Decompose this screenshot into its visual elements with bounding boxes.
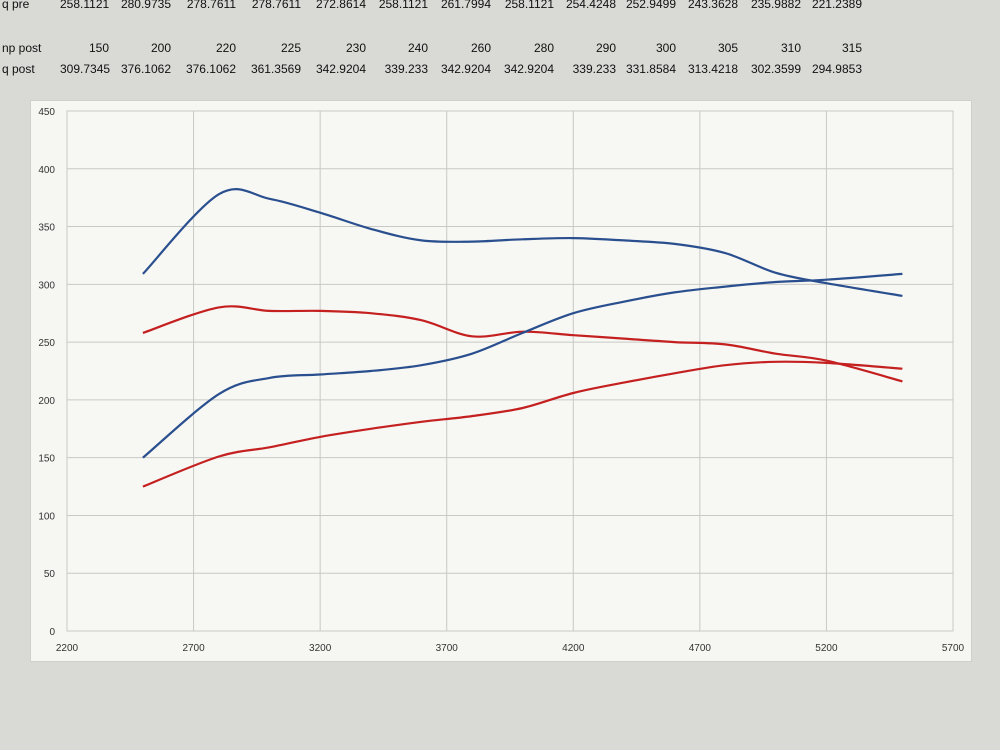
y-tick-label: 50 bbox=[44, 569, 56, 580]
table-cell[interactable]: 342.9204 bbox=[440, 62, 491, 76]
table-row: np post 150 200 220 225 230 240 260 280 290 300 305… bbox=[0, 38, 1000, 59]
y-tick-label: 250 bbox=[38, 338, 55, 349]
x-tick-label: 2200 bbox=[56, 643, 79, 654]
table-cell[interactable]: 361.3569 bbox=[250, 62, 301, 76]
table-cell[interactable]: 225 bbox=[280, 41, 301, 55]
table-cell[interactable]: 342.9204 bbox=[503, 62, 554, 76]
table-cell[interactable] bbox=[305, 16, 370, 37]
table-cell[interactable]: 376.1062 bbox=[185, 62, 236, 76]
table-cell[interactable]: 310 bbox=[780, 41, 801, 55]
table-cell[interactable]: 221.2389 bbox=[811, 0, 862, 11]
x-tick-label: 4700 bbox=[689, 643, 712, 654]
table-cell[interactable]: 280.9735 bbox=[120, 0, 171, 11]
row-label[interactable]: q pre bbox=[2, 0, 30, 11]
y-tick-label: 0 bbox=[49, 627, 55, 638]
table-cell[interactable]: 339.233 bbox=[572, 62, 616, 76]
table-cell[interactable] bbox=[370, 16, 432, 37]
table-cell[interactable] bbox=[680, 16, 742, 37]
y-tick-label: 400 bbox=[38, 165, 55, 176]
table-cell[interactable]: 309.7345 bbox=[60, 62, 111, 76]
table-cell[interactable] bbox=[240, 16, 305, 37]
table-row bbox=[0, 16, 1000, 37]
table-cell[interactable]: 258.1121 bbox=[378, 0, 428, 11]
table-cell[interactable]: 313.4218 bbox=[687, 62, 738, 76]
table-cell[interactable]: 290 bbox=[595, 41, 616, 55]
table-cell[interactable]: 252.9499 bbox=[625, 0, 676, 11]
x-tick-label: 5700 bbox=[942, 643, 965, 654]
y-tick-label: 100 bbox=[38, 511, 55, 522]
table-cell[interactable] bbox=[558, 16, 620, 37]
plot-area bbox=[66, 110, 954, 632]
table-cell[interactable]: 230 bbox=[345, 41, 366, 55]
table-cell[interactable]: 305 bbox=[717, 41, 738, 55]
table-cell[interactable]: 258.1121 bbox=[60, 0, 110, 11]
table-cell[interactable] bbox=[432, 16, 495, 37]
table-cell[interactable]: 254.4248 bbox=[565, 0, 616, 11]
table-cell[interactable] bbox=[175, 16, 240, 37]
table-cell[interactable]: 315 bbox=[841, 41, 862, 55]
x-tick-label: 5200 bbox=[815, 643, 838, 654]
x-tick-label: 3700 bbox=[436, 643, 459, 654]
series-line-3 bbox=[142, 272, 903, 459]
x-tick-label: 3200 bbox=[309, 643, 332, 654]
table-cell[interactable]: 342.9204 bbox=[315, 62, 366, 76]
table-cell[interactable]: 240 bbox=[407, 41, 428, 55]
table-cell[interactable]: 339.233 bbox=[384, 62, 428, 76]
y-tick-label: 450 bbox=[38, 107, 55, 118]
chart-area[interactable]: 0 50 100 150 200 250 300 350 400 450 2200 2700 3200 3… bbox=[30, 100, 972, 662]
table-cell[interactable]: 235.9882 bbox=[750, 0, 801, 11]
table-cell[interactable]: 302.3599 bbox=[750, 62, 801, 76]
x-tick-label: 2700 bbox=[182, 643, 205, 654]
table-row: q pre 258.1121 280.9735 278.7611 278.7611 272… bbox=[0, 0, 1000, 15]
row-label[interactable] bbox=[0, 16, 60, 37]
y-tick-label: 150 bbox=[38, 454, 55, 465]
series-line-4 bbox=[142, 360, 903, 488]
table-cell[interactable]: 261.7994 bbox=[440, 0, 491, 11]
series-line-2 bbox=[142, 305, 903, 383]
table-cell[interactable] bbox=[495, 16, 558, 37]
table-row: q post 309.7345 376.1062 376.1062 361.3569 34… bbox=[0, 59, 1000, 80]
row-label[interactable]: q post bbox=[2, 62, 35, 76]
table-cell[interactable]: 278.7611 bbox=[186, 0, 236, 11]
table-cell[interactable]: 376.1062 bbox=[120, 62, 171, 76]
table-cell[interactable]: 294.9853 bbox=[811, 62, 862, 76]
table-cell[interactable]: 243.3628 bbox=[687, 0, 738, 11]
table-cell[interactable]: 300 bbox=[655, 41, 676, 55]
table-cell[interactable] bbox=[805, 16, 866, 37]
table-cell[interactable]: 220 bbox=[215, 41, 236, 55]
table-cell[interactable] bbox=[113, 16, 175, 37]
table-cell[interactable] bbox=[742, 16, 805, 37]
table-cell[interactable]: 258.1121 bbox=[504, 0, 554, 11]
x-tick-label: 4200 bbox=[562, 643, 585, 654]
y-tick-label: 350 bbox=[38, 223, 55, 234]
table-cell[interactable]: 280 bbox=[533, 41, 554, 55]
table-cell[interactable]: 272.8614 bbox=[315, 0, 366, 11]
series-line-1 bbox=[142, 188, 903, 297]
y-tick-label: 200 bbox=[38, 396, 55, 407]
table-cell[interactable]: 150 bbox=[88, 41, 109, 55]
table-cell[interactable]: 200 bbox=[150, 41, 171, 55]
table-cell[interactable] bbox=[620, 16, 680, 37]
line-chart: 0 50 100 150 200 250 300 350 400 450 2200 2700 3200 3… bbox=[38, 107, 965, 654]
table-cell[interactable]: 331.8584 bbox=[625, 62, 676, 76]
y-tick-label: 300 bbox=[38, 280, 55, 291]
table-cell[interactable] bbox=[60, 16, 113, 37]
row-label[interactable]: np post bbox=[2, 41, 42, 55]
table-cell[interactable]: 278.7611 bbox=[251, 0, 301, 11]
table-cell[interactable]: 260 bbox=[470, 41, 491, 55]
